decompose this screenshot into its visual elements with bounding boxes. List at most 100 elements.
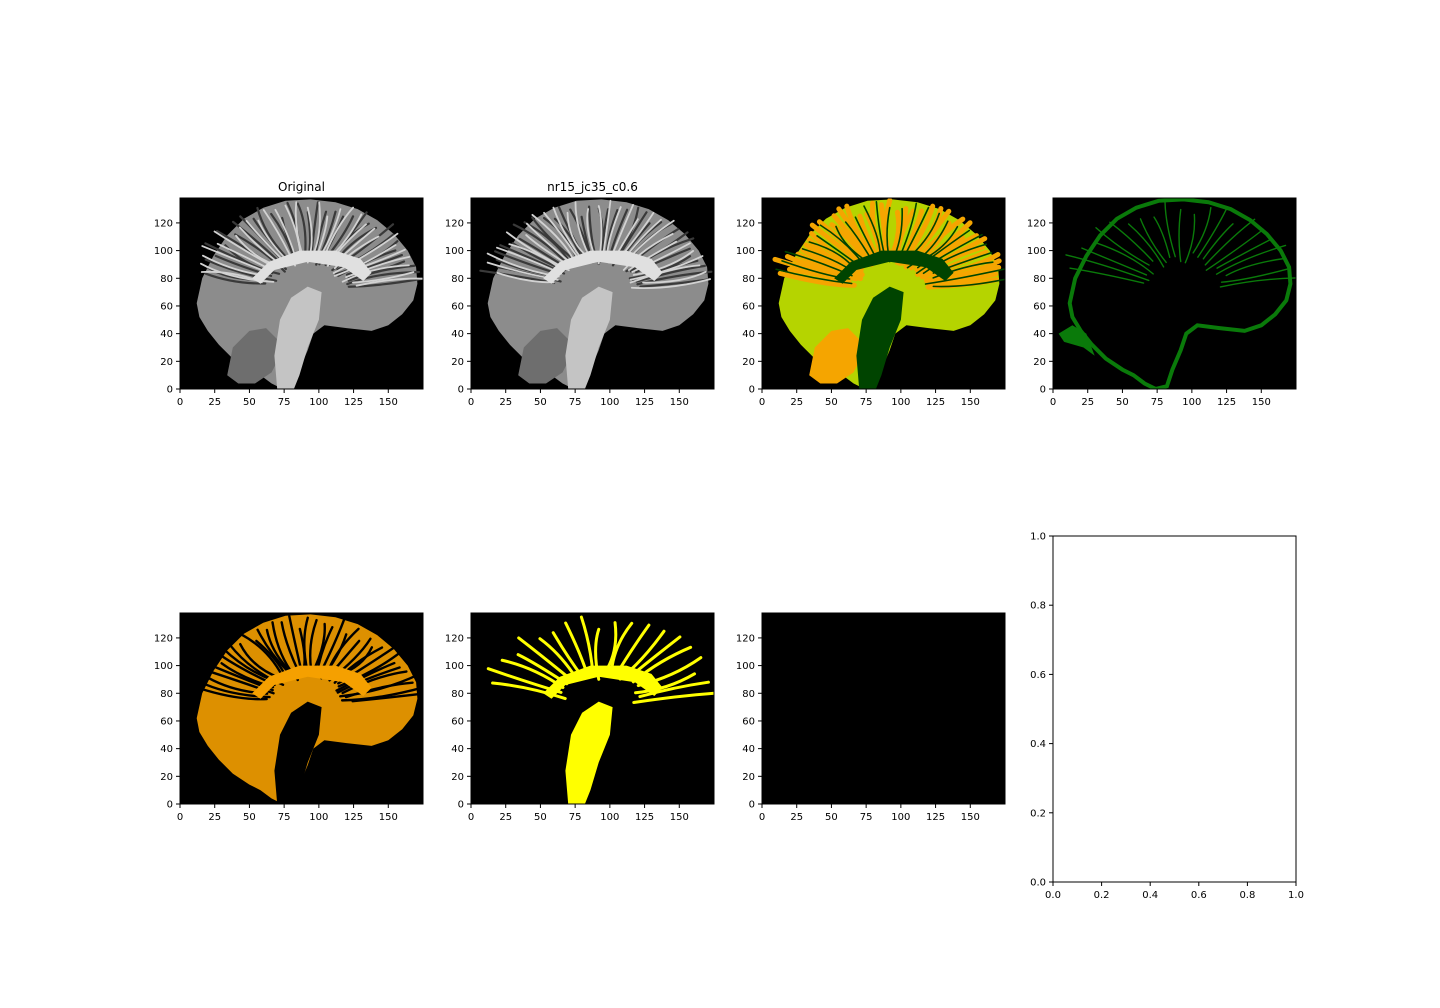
brain-fold-mark — [516, 653, 569, 686]
x-tick-label: 75 — [569, 812, 582, 823]
y-tick-label: 0 — [167, 385, 173, 396]
x-tick-label: 0 — [177, 397, 183, 408]
y-tick-label: 120 — [445, 218, 464, 229]
x-tick-label: 125 — [926, 812, 945, 823]
brain-fold-mark — [331, 223, 395, 272]
x-tick-label: 25 — [208, 812, 221, 823]
axes-frame — [179, 197, 424, 390]
brain-fold-mark — [1184, 213, 1196, 264]
brain-fold-mark — [630, 278, 711, 289]
brain-fold-mark — [777, 270, 857, 288]
image-content — [196, 614, 423, 804]
brain-fold-mark — [1096, 242, 1154, 275]
y-tick-label: 40 — [742, 744, 755, 755]
y-tick-label: 60 — [451, 716, 464, 727]
brain-fold-mark — [500, 658, 565, 690]
subplot-3: 0 25 50 75 100 125 150 0 20 40 60 80 100 120 — [736, 197, 1006, 408]
brain-fold-mark — [609, 208, 629, 255]
x-tick-label: 125 — [926, 397, 945, 408]
axes-frame — [1052, 197, 1297, 390]
brain-fold-mark — [587, 205, 596, 254]
y-tick-label: 40 — [160, 744, 173, 755]
y-tick-label: 80 — [742, 689, 755, 700]
brain-fold-mark — [930, 271, 999, 287]
subplot-title: nr15_jc35_c0.6 — [547, 180, 638, 194]
x-tick-label: 50 — [1116, 397, 1129, 408]
brain-fold-mark — [1220, 268, 1289, 283]
x-tick-label: 100 — [600, 397, 619, 408]
y-tick-label: 80 — [1033, 274, 1046, 285]
x-tick-label: 0 — [759, 397, 765, 408]
y-tick-label: 0 — [458, 385, 464, 396]
corpus-callosum-mark — [834, 250, 954, 284]
x-tick-label: 50 — [534, 397, 547, 408]
brain-fold-mark — [1216, 239, 1271, 269]
brain-fold-mark — [594, 627, 601, 681]
image-content — [479, 199, 713, 389]
brain-fold-mark — [345, 255, 411, 279]
x-tick-label: 100 — [309, 812, 328, 823]
plot-area — [1053, 536, 1296, 882]
subplot-4: 0 25 50 75 100 125 150 0 20 40 60 80 100 120 — [1027, 197, 1297, 408]
x-tick-label: 50 — [825, 812, 838, 823]
brainstem-mark — [274, 286, 322, 389]
brain-fold-mark — [609, 621, 634, 673]
brain-fold-mark — [636, 656, 703, 688]
y-tick-label: 20 — [451, 357, 464, 368]
brain-fold-mark — [638, 680, 710, 699]
brain-fold-mark — [517, 636, 570, 679]
x-tick-label: 0.4 — [1142, 890, 1158, 901]
y-tick-label: 60 — [451, 301, 464, 312]
x-tick-label: 25 — [499, 397, 512, 408]
brain-fold-mark — [265, 628, 293, 675]
y-tick-label: 0.0 — [1030, 878, 1046, 889]
x-tick-label: 50 — [243, 812, 256, 823]
y-tick-label: 60 — [742, 301, 755, 312]
image-content — [196, 199, 423, 389]
y-tick-label: 1.0 — [1030, 532, 1046, 543]
brain-fold-mark — [512, 223, 568, 265]
mask-patch-mark — [1058, 325, 1095, 356]
x-tick-label: 25 — [790, 812, 803, 823]
y-tick-label: 0 — [458, 800, 464, 811]
brain-fold-mark — [618, 629, 666, 681]
mask-outline-mark — [1067, 198, 1293, 389]
y-tick-label: 80 — [451, 689, 464, 700]
brain-fold-mark — [628, 255, 692, 280]
brain-fold-mark — [239, 633, 284, 677]
brain-fold-mark — [332, 232, 399, 274]
x-tick-label: 150 — [670, 397, 689, 408]
y-tick-label: 20 — [1033, 357, 1046, 368]
brain-fold-mark — [808, 241, 853, 267]
plot-area — [762, 613, 1005, 804]
x-tick-label: 125 — [344, 397, 363, 408]
brain-fold-mark — [1153, 216, 1171, 258]
x-tick-label: 75 — [860, 812, 873, 823]
brain-fold-mark — [922, 243, 987, 275]
brain-fold-mark — [579, 615, 595, 675]
y-tick-label: 60 — [160, 301, 173, 312]
y-tick-label: 100 — [154, 661, 173, 672]
brainstem-mark — [565, 701, 613, 804]
y-tick-label: 100 — [736, 246, 755, 257]
brain-fold-mark — [531, 216, 573, 259]
brain-fold-mark — [629, 255, 704, 281]
y-tick-label: 20 — [160, 772, 173, 783]
brain-fold-mark — [924, 268, 1005, 285]
y-tick-label: 0.2 — [1030, 808, 1046, 819]
axes-frame — [761, 612, 1006, 805]
brain-fold-mark — [1192, 206, 1212, 254]
brain-fold-mark — [629, 635, 682, 678]
brain-fold-mark — [309, 618, 318, 671]
brain-fold-mark — [1197, 208, 1227, 258]
y-tick-label: 100 — [1027, 246, 1046, 257]
x-tick-label: 150 — [961, 397, 980, 408]
x-tick-label: 0 — [468, 812, 474, 823]
y-tick-label: 100 — [445, 246, 464, 257]
brain-fold-mark — [635, 264, 706, 283]
brain-fold-mark — [1219, 277, 1296, 288]
y-tick-label: 120 — [1027, 218, 1046, 229]
y-tick-label: 40 — [160, 329, 173, 340]
brain-fold-mark — [1225, 257, 1286, 277]
brain-fold-mark — [642, 270, 707, 284]
